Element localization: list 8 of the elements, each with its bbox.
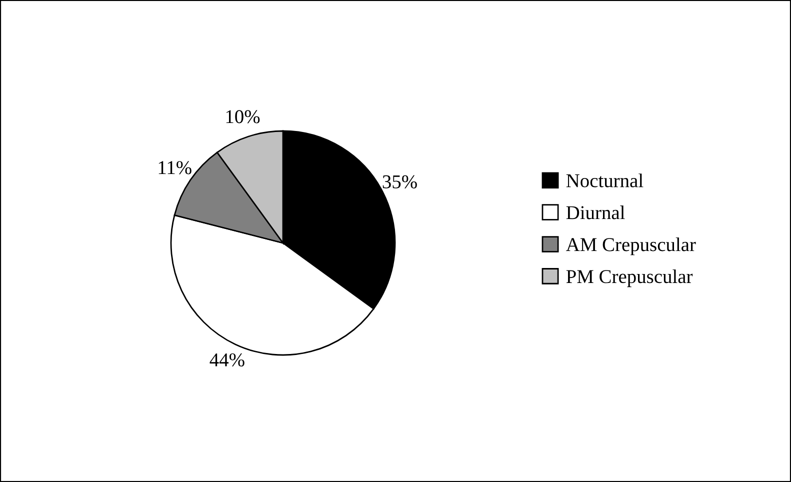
legend-label: PM Crepuscular: [566, 269, 693, 288]
data-label: 11%: [158, 161, 192, 174]
legend-label: Nocturnal: [566, 174, 644, 188]
data-label: 10%: [226, 110, 260, 124]
legend-label: Diurnal: [566, 206, 625, 220]
data-label: 35%: [382, 175, 417, 188]
data-label: 44%: [210, 353, 244, 366]
legend-label: AM Crepuscular: [566, 238, 696, 256]
